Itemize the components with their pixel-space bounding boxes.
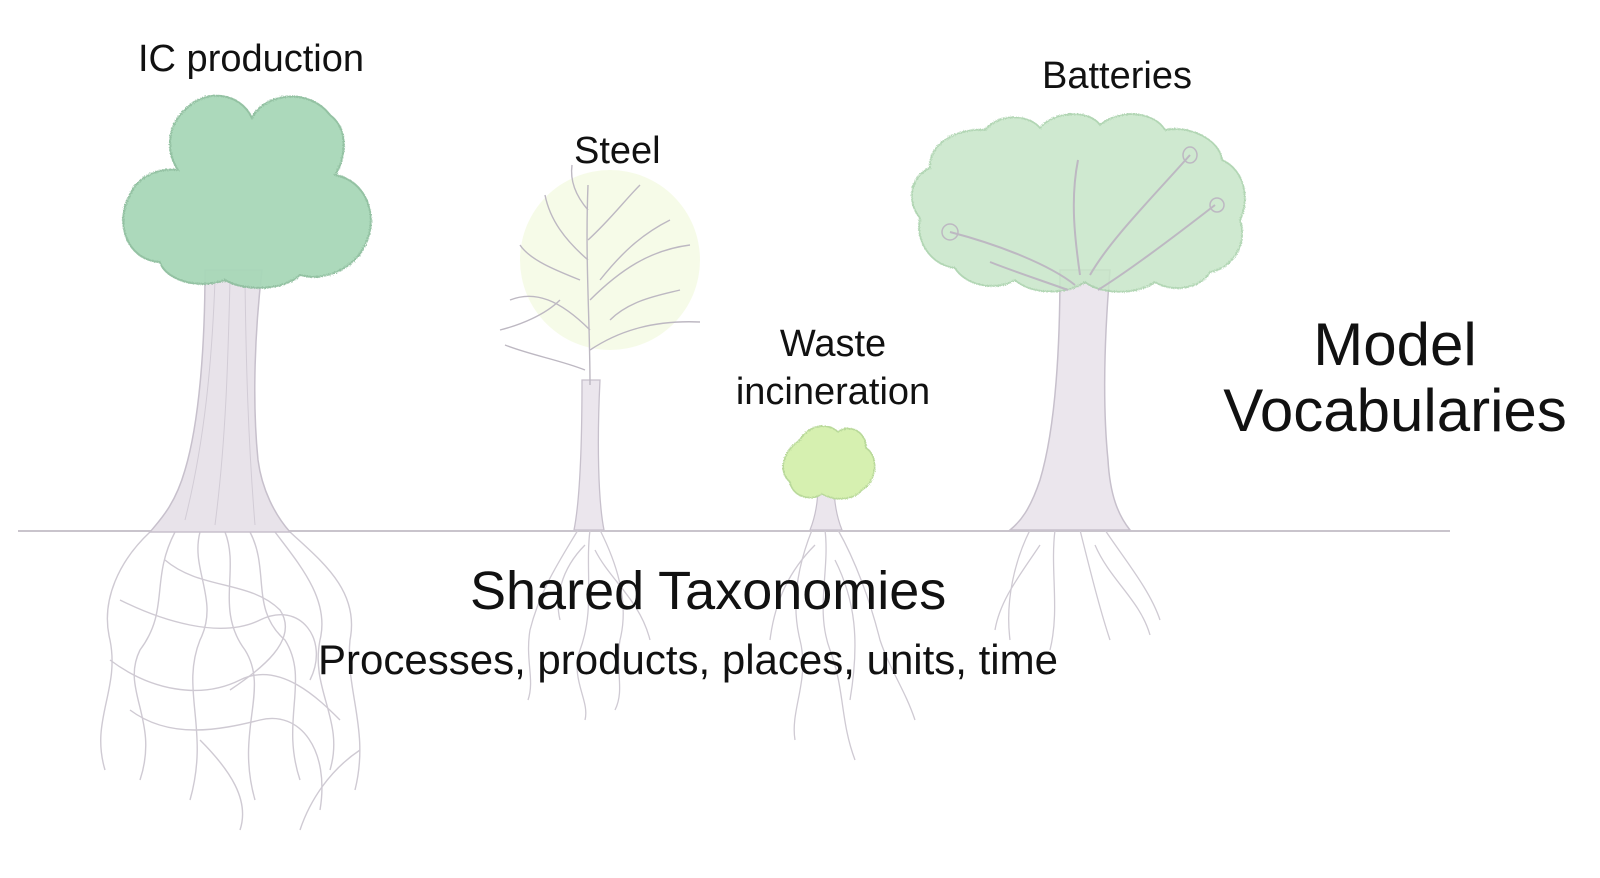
tree-steel-branches	[499, 164, 701, 386]
tree-waste-incineration	[769, 425, 916, 761]
tree-label-batteries: Batteries	[1042, 55, 1192, 97]
tree-batteries-branches	[949, 154, 1216, 291]
tree-batteries-trunk	[1007, 269, 1132, 531]
tree-ic-production	[100, 94, 372, 831]
tree-waste-canopy	[782, 425, 876, 500]
tree-steel-trunk	[573, 379, 605, 531]
tree-steel-foliage-glow	[520, 170, 700, 350]
tree-batteries-canopy	[911, 113, 1246, 293]
tree-ic-roots	[100, 531, 361, 831]
tree-waste-roots	[769, 529, 916, 761]
tree-label-steel: Steel	[574, 130, 661, 172]
model-vocabularies-line-1: Model	[1313, 311, 1477, 378]
model-vocabularies-label: Model Vocabularies	[1215, 312, 1575, 444]
tree-label-waste-line-2: incineration	[735, 371, 931, 413]
shared-taxonomies-title: Shared Taxonomies	[470, 561, 947, 621]
shared-taxonomies-subtitle: Processes, products, places, units, time	[318, 636, 1058, 683]
tree-label-ic-production: IC production	[138, 38, 365, 80]
tree-ic-canopy	[122, 94, 372, 289]
tree-label-waste-incineration: Waste incineration	[728, 320, 938, 416]
tree-batteries-roots	[994, 529, 1161, 651]
tree-steel-roots	[527, 529, 651, 721]
tree-label-waste-line-1: Waste	[779, 323, 887, 365]
model-vocabularies-line-2: Vocabularies	[1223, 377, 1567, 444]
tree-ic-trunk	[148, 269, 292, 533]
tree-steel	[499, 164, 701, 721]
tree-batteries	[911, 113, 1246, 651]
